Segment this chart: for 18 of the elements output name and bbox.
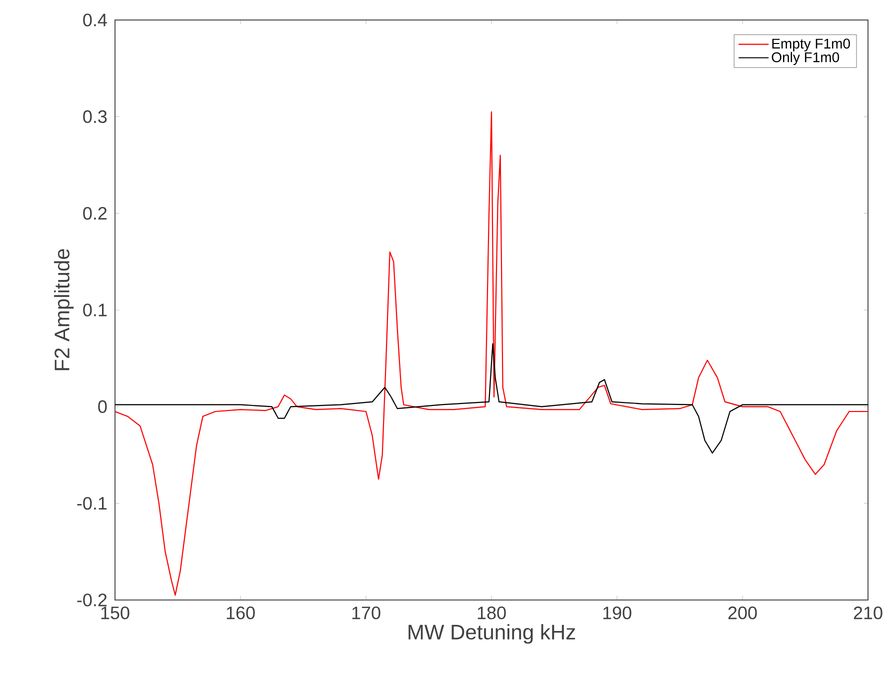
legend-label: Only F1m0	[772, 52, 840, 65]
x-axis-title: MW Detuning kHz	[408, 624, 576, 644]
x-tick-label: 190	[603, 606, 632, 620]
x-tick-label: 180	[478, 606, 506, 620]
x-tick-label: 170	[352, 606, 380, 620]
x-tick-label: 160	[226, 606, 255, 620]
y-tick-label: 0	[98, 400, 107, 414]
x-tick-label: 150	[101, 606, 130, 620]
y-axis-title: F2 Amplitude	[54, 249, 74, 370]
y-tick-label: -0.2	[77, 594, 107, 606]
y-tick-label: 0.1	[83, 304, 107, 316]
y-tick-label: 0.4	[83, 14, 107, 26]
legend-label: Empty F1m0	[772, 38, 850, 52]
y-tick-label: 0.2	[83, 206, 107, 220]
x-tick-label: 210	[854, 606, 882, 620]
x-tick-label: 200	[728, 606, 757, 620]
y-tick-label: 0.3	[83, 110, 107, 124]
y-tick-label: -0.1	[77, 496, 107, 510]
